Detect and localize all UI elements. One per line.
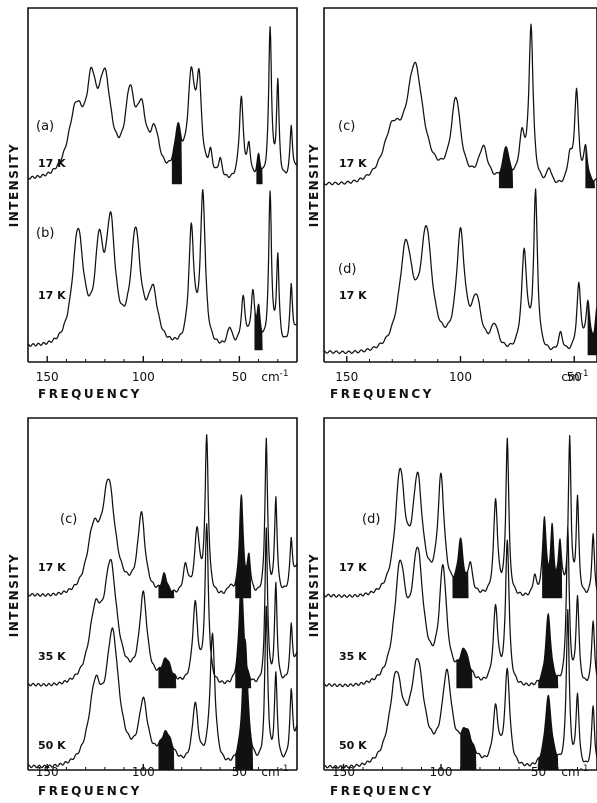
spectrum-line <box>323 608 597 769</box>
x-tick-label: 100 <box>449 370 472 384</box>
x-tick-label: 150 <box>36 765 59 779</box>
x-tick-label: 100 <box>132 370 155 384</box>
panel-top-left: 150 100 50 cm-1 FREQUENCY INTENSITY (a) 17 K (b)… <box>7 7 298 401</box>
spectrum-line <box>323 188 597 355</box>
x-axis-label: FREQUENCY <box>38 784 142 798</box>
x-tick-label: 150 <box>332 765 355 779</box>
spectrum-line <box>27 523 298 687</box>
panel-label: (d) <box>362 512 380 527</box>
spectrum-line <box>323 526 597 688</box>
y-axis-label: INTENSITY <box>307 143 321 227</box>
temperature-label: 50 K <box>38 739 66 752</box>
x-tick-label: 100 <box>132 765 155 779</box>
x-unit-label: cm-1 <box>561 764 588 779</box>
series-label: (d) <box>338 262 356 277</box>
series-label: (c) <box>338 119 355 134</box>
panel-frame <box>323 417 597 770</box>
temperature-label: 17 K <box>339 157 367 170</box>
spectrum-trace <box>323 434 597 599</box>
spectrum-line <box>27 605 298 769</box>
x-tick-label: 50 <box>232 370 247 384</box>
series-label: (b) <box>36 226 54 241</box>
spectrum-trace <box>27 523 298 689</box>
y-axis-label: INTENSITY <box>7 143 21 227</box>
series-label: (a) <box>36 119 54 134</box>
temperature-label: 35 K <box>339 650 367 663</box>
x-axis-label: FREQUENCY <box>38 387 142 401</box>
spectrum-line <box>27 189 298 347</box>
spectrum-trace <box>323 526 597 689</box>
panel-frame <box>323 7 597 362</box>
y-axis-label: INTENSITY <box>307 553 321 637</box>
temperature-label: 17 K <box>38 289 66 302</box>
panel-frame <box>27 417 298 770</box>
x-tick-label: 150 <box>36 370 59 384</box>
temperature-label: 35 K <box>38 650 66 663</box>
spectrum-line <box>323 23 597 186</box>
x-axis-label: FREQUENCY <box>330 784 434 798</box>
temperature-label: 17 K <box>38 157 66 170</box>
spectrum-trace <box>27 605 298 771</box>
temperature-label: 50 K <box>339 739 367 752</box>
x-tick-label: 100 <box>430 765 453 779</box>
spectrum-trace <box>323 608 597 771</box>
spectrum-trace <box>27 189 298 351</box>
spectrum-trace <box>27 26 298 185</box>
x-axis-label: FREQUENCY <box>330 387 434 401</box>
temperature-label: 17 K <box>339 561 367 574</box>
spectrum-line <box>323 434 597 598</box>
x-unit-label: cm-1 <box>561 369 588 384</box>
x-unit-label: cm-1 <box>261 764 288 779</box>
spectrum-trace <box>323 188 597 356</box>
y-axis-label: INTENSITY <box>7 553 21 637</box>
x-tick-label: 150 <box>335 370 358 384</box>
x-unit-label: cm-1 <box>261 369 288 384</box>
temperature-label: 17 K <box>38 561 66 574</box>
x-tick-label: 50 <box>567 370 582 384</box>
spectrum-line <box>27 26 298 180</box>
spectrum-line <box>27 434 298 597</box>
spectrum-trace <box>323 23 597 189</box>
panel-label: (c) <box>60 512 77 527</box>
panel-frame <box>27 7 298 362</box>
spectrum-trace <box>27 434 298 599</box>
temperature-label: 17 K <box>339 289 367 302</box>
